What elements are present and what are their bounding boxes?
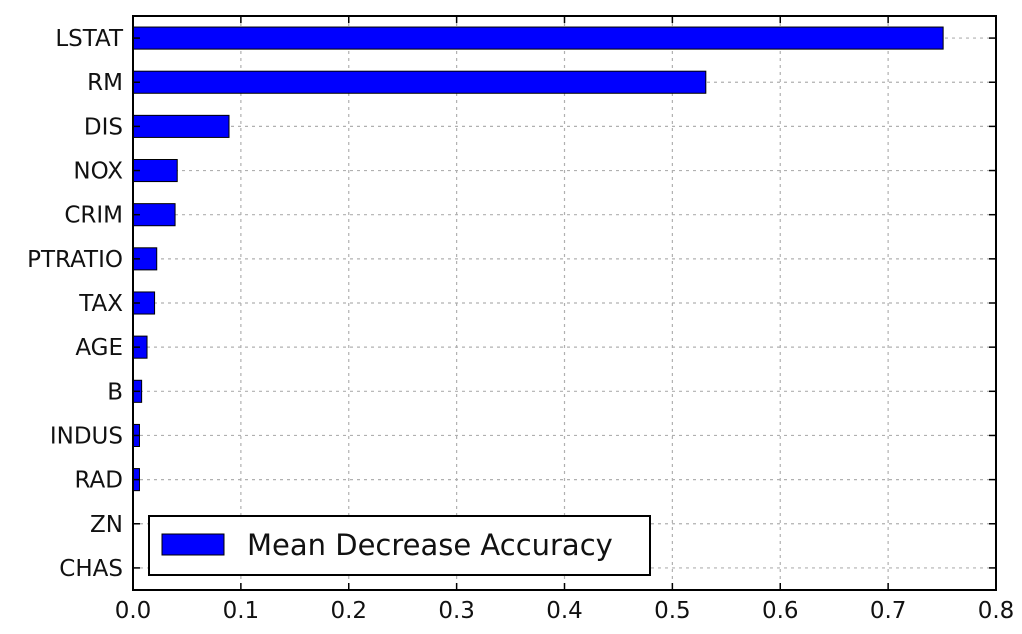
y-tick-label-indus: INDUS xyxy=(50,423,123,449)
x-tick-label: 0.5 xyxy=(654,598,691,624)
x-tick-label: 0.4 xyxy=(546,598,583,624)
bar-dis xyxy=(132,114,230,138)
y-tick-label-age: AGE xyxy=(75,335,123,361)
legend: Mean Decrease Accuracy xyxy=(148,515,651,576)
x-tick-label: 0.6 xyxy=(762,598,799,624)
grid-lines xyxy=(133,16,996,590)
bar-rm xyxy=(132,70,707,94)
x-tick-label: 0.1 xyxy=(223,598,260,624)
legend-swatch xyxy=(161,533,225,556)
y-tick-label-nox: NOX xyxy=(73,159,123,185)
y-tick-labels: LSTAT RM DIS NOX CRIM PTRATIO TAX AGE B INDUS RAD Z… xyxy=(27,26,124,582)
x-tick-label: 0.2 xyxy=(330,598,367,624)
x-tick-label: 0.7 xyxy=(870,598,907,624)
y-tick-label-lstat: LSTAT xyxy=(55,26,124,52)
y-tick-label-dis: DIS xyxy=(84,114,123,140)
x-tick-label: 0.0 xyxy=(115,598,152,624)
x-tick-label: 0.8 xyxy=(978,598,1015,624)
y-tick-label-b: B xyxy=(107,379,123,405)
x-tick-label: 0.3 xyxy=(438,598,475,624)
legend-box xyxy=(148,515,651,576)
tick-marks xyxy=(132,16,997,590)
y-tick-label-zn: ZN xyxy=(90,512,123,538)
y-tick-label-ptratio: PTRATIO xyxy=(27,247,123,273)
y-tick-label-chas: CHAS xyxy=(59,556,123,582)
x-tick-labels: 0.0 0.1 0.2 0.3 0.4 0.5 0.6 0.7 0.8 xyxy=(115,598,1015,624)
y-tick-label-rm: RM xyxy=(87,70,123,96)
legend-label: Mean Decrease Accuracy xyxy=(247,528,613,562)
y-tick-label-tax: TAX xyxy=(78,291,123,317)
y-tick-label-crim: CRIM xyxy=(64,203,123,229)
bar-lstat xyxy=(132,26,944,50)
y-tick-label-rad: RAD xyxy=(75,468,124,494)
